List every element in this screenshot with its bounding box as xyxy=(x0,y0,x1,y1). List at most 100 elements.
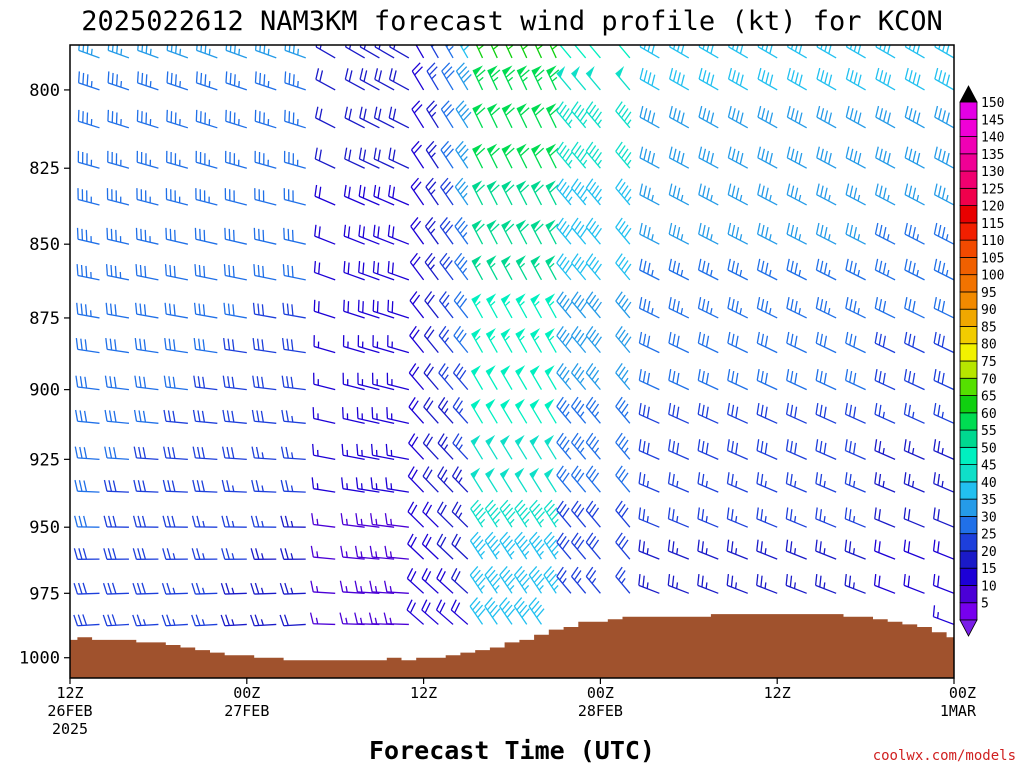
barb-full xyxy=(318,108,323,121)
barb-full xyxy=(107,45,110,51)
barb-full xyxy=(942,45,946,52)
colorbar-swatch xyxy=(959,429,978,448)
barb-staff xyxy=(815,518,837,528)
barb-full xyxy=(573,294,582,305)
barb-staff xyxy=(585,150,601,169)
wind-barb xyxy=(310,545,336,560)
barb-full xyxy=(504,573,513,583)
barb-full xyxy=(436,568,443,579)
barb-full xyxy=(372,261,375,273)
barb-staff xyxy=(70,127,71,128)
colorbar-swatch xyxy=(959,239,978,258)
barb-full xyxy=(559,256,567,267)
barb-full xyxy=(387,299,390,312)
barb-full xyxy=(849,298,853,311)
barb-full xyxy=(819,440,823,453)
barb-full xyxy=(137,515,142,528)
barb-full xyxy=(227,338,231,351)
barb-full xyxy=(912,187,917,200)
barb-full xyxy=(469,597,478,607)
wind-barb xyxy=(874,369,896,391)
barb-full xyxy=(550,577,560,587)
barb-full xyxy=(570,432,579,443)
barb-full xyxy=(137,45,139,51)
wind-barb xyxy=(529,499,546,528)
barb-full xyxy=(502,503,511,513)
wind-barb xyxy=(556,217,573,245)
wind-barb xyxy=(556,500,572,528)
barb-staff xyxy=(786,233,807,245)
wind-barb xyxy=(484,597,501,625)
wind-barb xyxy=(193,302,218,319)
barb-full xyxy=(195,614,201,626)
barb-full xyxy=(882,226,887,239)
barb-flag xyxy=(530,293,541,304)
barb-half xyxy=(389,586,393,593)
barb-full xyxy=(820,148,824,161)
wind-barb xyxy=(514,467,528,493)
barb-full xyxy=(290,376,294,389)
wind-barb xyxy=(384,513,409,528)
barb-full xyxy=(458,104,467,114)
barb-half xyxy=(597,159,602,166)
barb-full xyxy=(591,369,600,381)
barb-full xyxy=(760,333,765,346)
barb-full xyxy=(912,72,917,84)
barb-half xyxy=(179,80,181,88)
barb-full xyxy=(519,573,528,583)
barb-full xyxy=(739,45,744,54)
barb-full xyxy=(490,184,500,194)
colorbar-label: 5 xyxy=(981,597,989,612)
barb-flag xyxy=(500,398,511,410)
wind-barb xyxy=(452,433,469,460)
barb-staff xyxy=(387,383,410,391)
barb-full xyxy=(370,443,374,456)
barb-full xyxy=(816,67,821,80)
wind-barb xyxy=(698,222,719,245)
wind-barb xyxy=(343,184,365,206)
barb-staff xyxy=(528,540,543,560)
barb-staff xyxy=(452,475,469,493)
barb-staff xyxy=(454,261,469,281)
wind-barb xyxy=(409,252,425,281)
barb-staff xyxy=(407,475,425,493)
wind-barb xyxy=(531,143,545,169)
barb-full xyxy=(668,183,673,195)
barb-full xyxy=(941,300,946,313)
barb-staff xyxy=(934,46,954,59)
barb-staff xyxy=(374,46,395,59)
wind-barb xyxy=(585,101,602,129)
barb-full xyxy=(506,577,516,587)
barb-full xyxy=(195,71,198,83)
barb-staff xyxy=(816,46,837,59)
barb-staff xyxy=(106,457,129,460)
barb-staff xyxy=(407,511,425,528)
wind-barb xyxy=(874,222,896,245)
barb-full xyxy=(112,515,117,528)
barb-staff xyxy=(436,577,454,594)
barb-full xyxy=(639,105,644,118)
barb-full xyxy=(223,302,226,315)
barb-staff xyxy=(785,584,807,594)
x-tick-label: 28FEB xyxy=(578,702,623,720)
barb-full xyxy=(785,472,789,484)
colorbar-label: 145 xyxy=(981,113,1004,128)
barb-full xyxy=(756,369,760,381)
barb-staff xyxy=(78,49,100,59)
barb-staff xyxy=(728,116,749,129)
barb-full xyxy=(576,539,585,550)
barb-half xyxy=(623,447,629,454)
barb-full xyxy=(794,187,799,200)
wind-barb xyxy=(407,501,425,528)
barb-half xyxy=(260,587,264,594)
barb-staff xyxy=(224,592,247,595)
barb-full xyxy=(638,369,642,381)
barb-staff xyxy=(786,157,807,169)
barb-half xyxy=(564,447,570,454)
barb-full xyxy=(441,62,451,72)
barb-staff xyxy=(453,300,469,319)
barb-full xyxy=(409,602,417,614)
wind-barb xyxy=(339,580,365,594)
barb-half xyxy=(390,483,393,490)
barb-full xyxy=(167,480,172,492)
